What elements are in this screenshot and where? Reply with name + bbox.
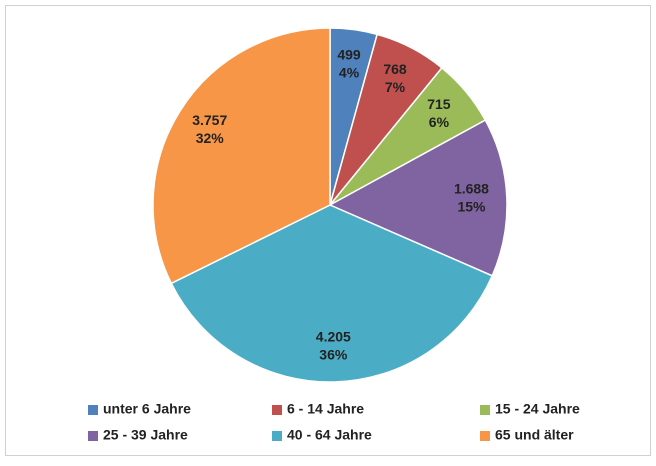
percent-label: 32%	[196, 130, 225, 146]
value-label: 768	[383, 61, 407, 77]
legend-swatch	[88, 405, 98, 415]
legend-swatch	[480, 405, 490, 415]
percent-label: 4%	[339, 64, 360, 80]
legend-label: unter 6 Jahre	[103, 401, 191, 417]
percent-label: 15%	[457, 198, 486, 214]
percent-label: 36%	[319, 346, 348, 362]
legend-label: 15 - 24 Jahre	[495, 401, 580, 417]
value-label: 715	[427, 96, 451, 112]
pie-slice	[170, 204, 494, 383]
percent-label: 6%	[429, 114, 450, 130]
legend-swatch	[272, 405, 282, 415]
legend-label: 25 - 39 Jahre	[103, 427, 188, 443]
pie-slice	[152, 27, 331, 285]
value-label: 1.688	[454, 180, 489, 196]
pie-slice	[328, 119, 508, 277]
value-label: 3.757	[192, 112, 227, 128]
legend-label: 40 - 64 Jahre	[287, 427, 372, 443]
legend-swatch	[272, 431, 282, 441]
value-label: 4.205	[316, 328, 351, 344]
legend-swatch	[88, 431, 98, 441]
value-label: 499	[337, 46, 361, 62]
percent-label: 7%	[385, 79, 406, 95]
legend-label: 65 und älter	[495, 427, 574, 443]
legend-swatch	[480, 431, 490, 441]
legend-label: 6 - 14 Jahre	[287, 401, 364, 417]
